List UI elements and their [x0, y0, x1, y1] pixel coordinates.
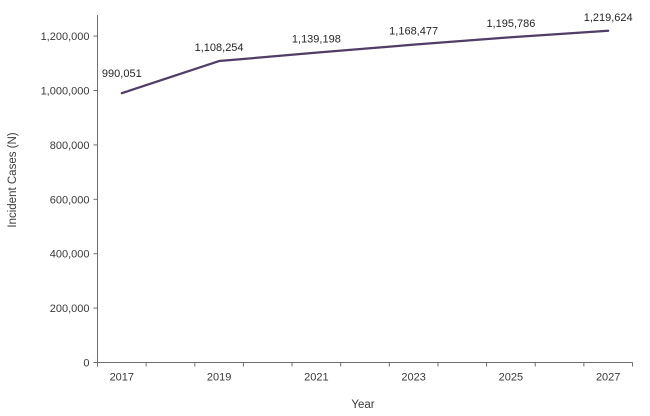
y-tick-label: 1,000,000	[41, 86, 90, 98]
data-label: 1,108,254	[195, 42, 244, 54]
x-axis-title: Year	[351, 399, 374, 411]
data-label: 1,168,477	[389, 26, 438, 38]
y-tick-label: 400,000	[50, 249, 90, 261]
data-label: 1,195,786	[486, 18, 535, 30]
x-tick-label: 2019	[207, 372, 231, 384]
y-axis-title: Incident Cases (N)	[7, 132, 19, 227]
data-label: 1,219,624	[584, 12, 633, 24]
y-tick-label: 1,200,000	[41, 31, 90, 43]
x-tick-label: 2023	[401, 372, 425, 384]
x-tick-label: 2017	[110, 372, 134, 384]
data-label: 1,139,198	[292, 34, 341, 46]
y-tick-label: 600,000	[50, 194, 90, 206]
data-label: 990,051	[102, 68, 142, 80]
x-tick-label: 2027	[596, 372, 620, 384]
series-line	[120, 29, 610, 95]
y-tick-label: 200,000	[50, 303, 90, 315]
x-tick-label: 2025	[499, 372, 523, 384]
x-tick-label: 2021	[304, 372, 328, 384]
plot-area: 0 200,000 400,000 600,000 800,000 1,000,000 1,…	[41, 12, 633, 384]
y-tick-label: 800,000	[50, 140, 90, 152]
y-tick-label: 0	[83, 358, 89, 370]
